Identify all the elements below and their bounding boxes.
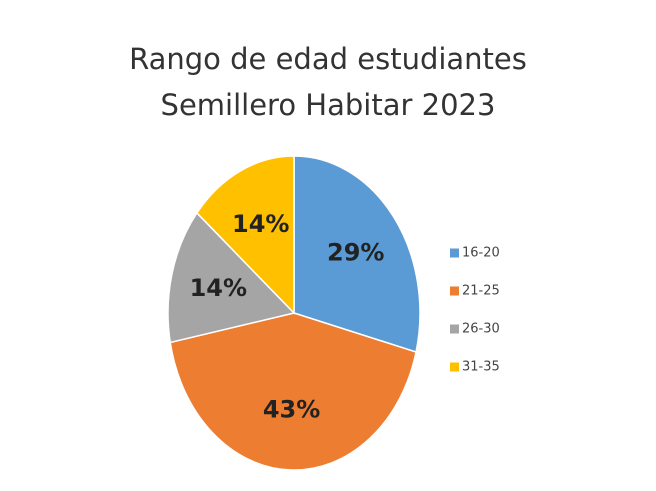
legend-swatch	[450, 362, 459, 372]
value-label: 14%	[190, 274, 247, 302]
pie-slice	[169, 312, 417, 471]
legend-label: 16-20	[462, 246, 500, 261]
value-label: 29%	[327, 238, 384, 266]
legend-label: 21-25	[462, 284, 500, 299]
pie-slice	[195, 155, 295, 315]
value-label: 14%	[232, 210, 289, 238]
legend-swatch	[450, 324, 459, 334]
pie-slice	[293, 155, 421, 354]
chart-title: Rango de edad estudiantes Semillero Habi…	[129, 42, 527, 122]
legend-swatch	[450, 286, 459, 296]
legend-label: 31-35	[462, 360, 500, 375]
legend-swatch	[450, 248, 459, 258]
value-label: 43%	[263, 395, 320, 423]
pie-slice	[167, 211, 296, 344]
legend-label: 26-30	[462, 322, 500, 337]
